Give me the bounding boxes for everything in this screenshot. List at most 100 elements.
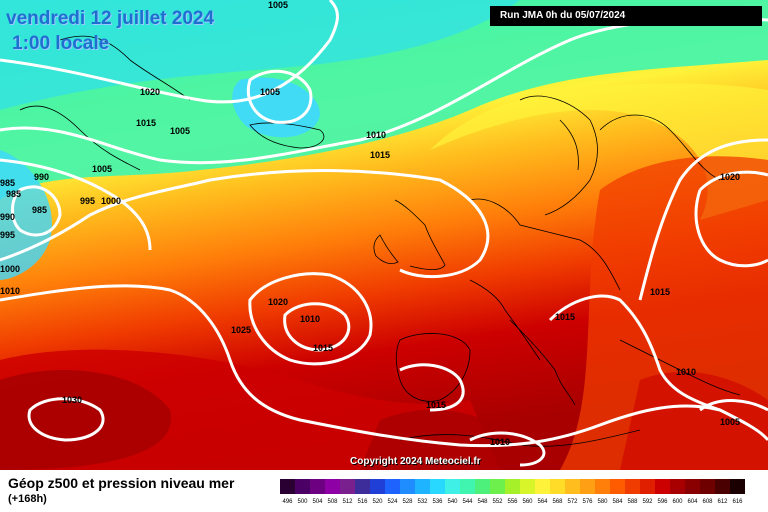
isobar-label: 1010 — [0, 286, 20, 296]
scale-swatch — [670, 479, 685, 494]
scale-label: 572 — [567, 499, 578, 505]
scale-label: 516 — [357, 499, 368, 505]
scale-label: 504 — [312, 499, 323, 505]
isobar-label: 985 — [6, 189, 21, 199]
legend-subtitle: (+168h) — [8, 493, 47, 505]
scale-label: 520 — [372, 499, 383, 505]
scale-label: 604 — [687, 499, 698, 505]
scale-label: 548 — [477, 499, 488, 505]
scale-swatch — [565, 479, 580, 494]
isobar-label: 1015 — [426, 400, 446, 410]
color-scale-labels: 496 500 504 508 512 516 520 524 528 532 536 540 544 5… — [280, 499, 745, 505]
scale-swatch — [685, 479, 700, 494]
isobar-label: 1010 — [676, 367, 696, 377]
scale-swatch — [580, 479, 595, 494]
scale-swatch — [550, 479, 565, 494]
scale-swatch — [280, 479, 295, 494]
scale-label: 580 — [597, 499, 608, 505]
scale-swatch — [385, 479, 400, 494]
isobar-label: 1015 — [650, 287, 670, 297]
scale-swatch — [430, 479, 445, 494]
scale-swatch — [460, 479, 475, 494]
isobar-label: 1005 — [92, 164, 112, 174]
scale-label: 536 — [432, 499, 443, 505]
scale-swatch — [595, 479, 610, 494]
isobar-label: 1015 — [370, 150, 390, 160]
scale-swatch — [310, 479, 325, 494]
scale-label: 512 — [342, 499, 353, 505]
scale-swatch — [625, 479, 640, 494]
isobar-label: 990 — [34, 172, 49, 182]
isobar-label: 1010 — [300, 314, 320, 324]
scale-swatch — [640, 479, 655, 494]
forecast-time: 1:00 locale — [12, 33, 110, 54]
scale-label: 552 — [492, 499, 503, 505]
scale-label: 612 — [717, 499, 728, 505]
scale-label: 596 — [657, 499, 668, 505]
scale-swatch — [730, 479, 745, 494]
scale-swatch — [490, 479, 505, 494]
isobar-label: 1000 — [0, 264, 20, 274]
scale-swatch — [655, 479, 670, 494]
isobar-label: 985 — [32, 205, 47, 215]
isobar-label: 1005 — [170, 126, 190, 136]
isobar-label: 1030 — [62, 395, 82, 405]
scale-label: 564 — [537, 499, 548, 505]
isobar-label: 995 — [0, 230, 15, 240]
isobar-label: 1015 — [555, 312, 575, 322]
isobar-label: 985 — [0, 178, 15, 188]
scale-swatch — [340, 479, 355, 494]
scale-label: 584 — [612, 499, 623, 505]
scale-label: 508 — [327, 499, 338, 505]
scale-swatch — [535, 479, 550, 494]
scale-swatch — [325, 479, 340, 494]
scale-swatch — [700, 479, 715, 494]
isobar-label: 1010 — [366, 130, 386, 140]
weather-map: 1005 1020 1005 1015 1005 1010 1015 1005 990 985 98… — [0, 0, 768, 470]
scale-label: 588 — [627, 499, 638, 505]
scale-swatch — [475, 479, 490, 494]
legend-bar: Géop z500 et pression niveau mer (+168h)… — [0, 470, 768, 512]
scale-label: 524 — [387, 499, 398, 505]
color-scale — [280, 479, 745, 494]
isobar-label: 990 — [0, 212, 15, 222]
scale-label: 576 — [582, 499, 593, 505]
scale-swatch — [370, 479, 385, 494]
copyright-text: Copyright 2024 Meteociel.fr — [350, 456, 481, 467]
scale-label: 560 — [522, 499, 533, 505]
scale-swatch — [505, 479, 520, 494]
scale-label: 496 — [282, 499, 293, 505]
isobar-lines — [0, 0, 768, 465]
scale-swatch — [400, 479, 415, 494]
scale-label: 540 — [447, 499, 458, 505]
isobar-label: 1005 — [720, 417, 740, 427]
isobar-label: 1020 — [720, 172, 740, 182]
legend-title: Géop z500 et pression niveau mer — [8, 475, 235, 491]
scale-label: 600 — [672, 499, 683, 505]
isobar-label: 1000 — [101, 196, 121, 206]
scale-swatch — [295, 479, 310, 494]
scale-swatch — [445, 479, 460, 494]
isobar-label: 995 — [80, 196, 95, 206]
scale-label: 556 — [507, 499, 518, 505]
isobar-label: 1015 — [136, 118, 156, 128]
scale-swatch — [715, 479, 730, 494]
scale-label: 528 — [402, 499, 413, 505]
isobar-label: 1015 — [313, 343, 333, 353]
isobar-label: 1020 — [268, 297, 288, 307]
scale-label: 532 — [417, 499, 428, 505]
isobar-label: 1020 — [140, 87, 160, 97]
scale-swatch — [610, 479, 625, 494]
forecast-date: vendredi 12 juillet 2024 — [6, 8, 215, 29]
isobar-label: 1025 — [231, 325, 251, 335]
scale-swatch — [520, 479, 535, 494]
model-run-label: Run JMA 0h du 05/07/2024 — [490, 6, 762, 26]
scale-label: 544 — [462, 499, 473, 505]
scale-swatch — [355, 479, 370, 494]
scale-label: 608 — [702, 499, 713, 505]
scale-label: 568 — [552, 499, 563, 505]
scale-swatch — [415, 479, 430, 494]
isobar-label: 1005 — [260, 87, 280, 97]
